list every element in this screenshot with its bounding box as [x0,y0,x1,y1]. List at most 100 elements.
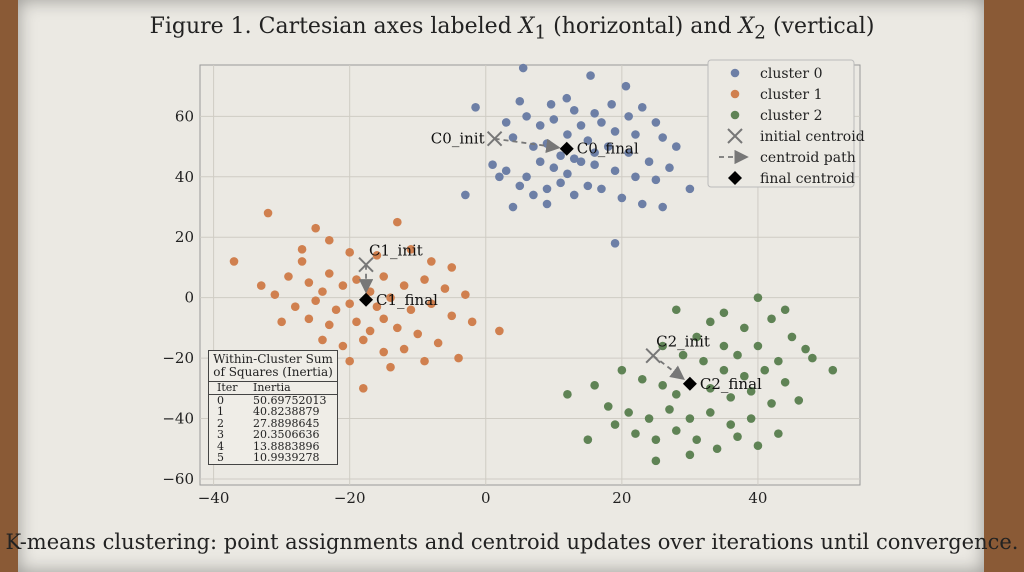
cluster-2-point [583,435,593,444]
cluster-1-point [386,362,395,372]
cluster-2-point [637,374,647,384]
inertia-table-cell: 40.8238879 [253,405,320,418]
inertia-table-row: 0 50.69752013 [209,394,337,407]
cluster-1-point [324,235,334,245]
cluster-1-point [284,272,293,281]
cluster-0-point [546,99,556,109]
cluster-0-point [488,160,497,170]
cluster-1-point [297,257,307,266]
cluster-1-point [420,356,429,366]
cluster-0-point [637,199,647,209]
cluster-0-point [590,148,599,157]
cluster-0-point [624,148,633,157]
cluster-0-point [501,118,511,127]
cluster-0-point [542,184,552,194]
legend-label: centroid path [760,150,856,166]
cluster-0-point [631,130,640,139]
cluster-2-point [787,332,797,342]
cluster-2-point [651,456,661,466]
cluster-2-point [610,420,620,429]
cluster-2-point [753,441,763,451]
cluster-0-point [529,190,538,200]
cluster-1-point [427,299,436,309]
cluster-1-point [345,299,354,309]
cluster-2-point [753,293,763,302]
cluster-1-point [256,281,266,290]
cluster-0-point [610,127,620,136]
cluster-1-point [318,335,327,345]
cluster-0-point [597,118,606,127]
final-centroid-marker [559,141,574,156]
cluster-0-point [617,193,627,203]
cluster-0-point [576,157,586,166]
cluster-2-point [658,380,667,390]
inertia-table: Within-Cluster Sum of Squares (Inertia) I… [208,350,338,465]
cluster-1-point [304,314,314,324]
cluster-0-point [542,199,552,209]
cluster-0-point [522,112,531,121]
cluster-1-point [399,344,409,354]
cluster-1-point [467,317,477,327]
inertia-table-cell: 10.9939278 [253,451,320,464]
centroid-init-label: C2_init [656,333,710,351]
cluster-1-point [338,341,348,351]
cluster-1-point [297,245,307,254]
cluster-2-point [726,420,736,429]
cluster-2-point [719,341,729,351]
cluster-2-point [794,396,804,405]
x-tick-label: 0 [481,489,491,507]
cluster-1-point [324,269,334,278]
cluster-2-point [624,408,633,417]
x-tick-label: 20 [612,489,631,507]
cluster-0-point [535,157,545,166]
centroid-final-label: C0_final [577,140,639,158]
cluster-0-point [603,142,613,151]
initial-centroid-marker [645,347,661,364]
cluster-1-point [427,257,436,266]
cluster-1-point [345,248,354,257]
cluster-1-point [399,281,409,290]
cluster-1-point [331,305,341,315]
y-tick-label: −60 [162,470,194,488]
centroid-path-arrow [494,137,561,154]
inertia-table-cell: 27.8898645 [253,416,320,430]
inertia-table-row: 1 40.8238879 [209,406,337,418]
cluster-0-point [590,109,599,118]
final-centroid-marker [682,376,697,391]
cluster-0-point [501,166,511,176]
x-tick-label: −40 [198,489,230,507]
cluster-2-point [692,332,702,342]
cluster-2-point [644,414,654,423]
cluster-1-point [406,305,416,315]
cluster-0-point [583,181,593,191]
legend-marker-cluster-1 [730,89,740,99]
legend-label: cluster 1 [760,87,822,103]
figure-title: Figure 1. Cartesian axes labeled X1 (hor… [149,14,875,44]
inertia-table-row: 3 20.3506636 [209,429,337,441]
cluster-1-point [229,257,239,266]
cluster-0-point [549,163,559,173]
cluster-0-point [515,181,525,191]
x-tick-label: 40 [748,489,767,507]
cluster-2-point [733,432,742,441]
initial-centroid-marker [358,257,374,273]
cluster-0-point [621,81,631,91]
cluster-0-point [586,71,595,80]
cluster-0-point [631,172,640,182]
cluster-0-point [562,93,572,103]
cluster-0-point [549,115,559,124]
inertia-table-cell: 2 [217,416,224,430]
inertia-table-cell: 1 [217,405,224,418]
cluster-1-point [304,278,314,287]
initial-centroid-marker [486,131,503,147]
cluster-2-point [671,305,681,315]
inertia-table-cell: 3 [217,428,224,441]
cluster-2-point [726,393,736,402]
cluster-0-point [569,106,579,115]
cluster-2-point [719,365,729,375]
cluster-0-point [576,121,586,130]
cluster-2-point [740,323,749,333]
centroid-init-label: C0_init [431,130,485,148]
cluster-2-point [753,341,763,351]
legend-marker-cluster-2 [730,110,740,120]
